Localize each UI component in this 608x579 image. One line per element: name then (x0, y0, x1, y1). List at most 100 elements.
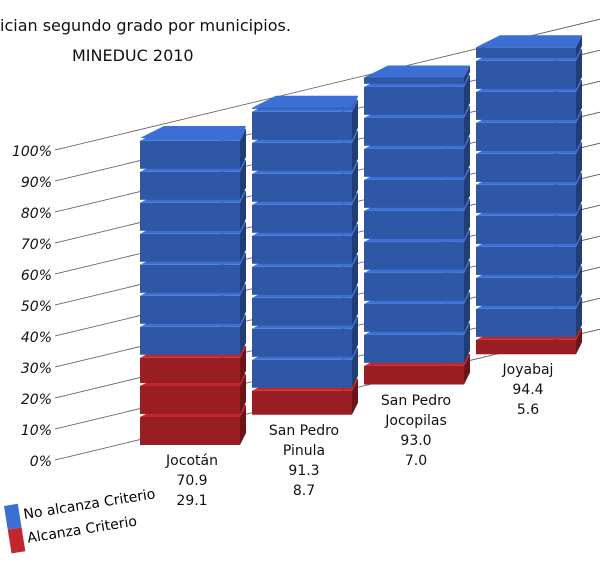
block-side (240, 405, 246, 445)
y-tick-label: 90% (21, 175, 52, 191)
block-top (252, 95, 358, 108)
block-front (252, 173, 352, 202)
bar-segment (140, 345, 246, 445)
block-side (464, 353, 470, 385)
block-side (464, 136, 470, 177)
block-front (364, 148, 464, 177)
value-label: 29.1 (176, 493, 208, 509)
block-side (576, 203, 582, 244)
block-side (464, 65, 470, 84)
block-front (140, 264, 240, 293)
block-side (352, 99, 358, 140)
y-tick-label: 0% (30, 454, 52, 470)
block-front (364, 334, 464, 363)
block-front (364, 179, 464, 208)
y-tick-label: 40% (21, 330, 52, 346)
block-front (140, 171, 240, 200)
legend-swatch (7, 527, 26, 554)
block-side (576, 35, 582, 58)
block-side (240, 283, 246, 324)
block-side (352, 316, 358, 357)
x-tick-label: San Pedro Jocopilas (380, 392, 452, 429)
y-tick-label: 60% (21, 268, 52, 284)
block-side (352, 223, 358, 264)
block-side (352, 378, 358, 415)
chart-title: ician segundo grado por municipios. (0, 16, 291, 35)
block-front (476, 215, 576, 244)
bar-segment (140, 125, 246, 355)
category-labels: San Pedro Jocopilas 93.0 7.0 (368, 391, 464, 471)
block-front (140, 386, 240, 414)
block-front (140, 357, 240, 383)
block-side (352, 254, 358, 295)
y-tick-label: 80% (21, 206, 52, 222)
block-front (364, 303, 464, 332)
block-side (352, 95, 358, 109)
block-front (364, 77, 464, 84)
bar-segment (476, 35, 582, 337)
block-side (576, 141, 582, 182)
value-label: 91.3 (288, 462, 320, 479)
block-front (476, 47, 576, 58)
block-side (240, 221, 246, 262)
block-front (364, 272, 464, 301)
block-side (576, 172, 582, 213)
block-front (476, 246, 576, 275)
block-front (364, 86, 464, 115)
block-front (252, 204, 352, 233)
block-side (576, 48, 582, 89)
y-tick-label: 100% (12, 144, 52, 160)
value-label: 94.4 (512, 382, 544, 399)
block-side (352, 130, 358, 171)
block-front (476, 184, 576, 213)
block-front (476, 339, 576, 355)
legend-swatch (4, 503, 22, 530)
block-side (240, 128, 246, 169)
bar-segment (252, 95, 358, 388)
block-side (576, 79, 582, 120)
block-side (240, 159, 246, 200)
block-side (464, 105, 470, 146)
category-labels: San Pedro Pinula 91.3 8.7 (256, 421, 352, 501)
block-front (476, 308, 576, 337)
block-front (140, 233, 240, 262)
block-front (140, 295, 240, 324)
block-side (352, 192, 358, 233)
block-front (252, 390, 352, 415)
category-labels: Joyabaj 94.4 5.6 (480, 360, 576, 420)
y-tick-label: 30% (21, 361, 52, 377)
block-front (476, 60, 576, 89)
block-side (464, 198, 470, 239)
block-side (352, 347, 358, 388)
block-front (364, 117, 464, 146)
block-front (140, 202, 240, 231)
value-label: 7.0 (404, 452, 428, 469)
value-label: 70.9 (176, 473, 208, 489)
value-label: 8.7 (292, 482, 316, 499)
value-label: 93.0 (400, 432, 432, 449)
block-side (464, 229, 470, 270)
block-side (576, 265, 582, 306)
block-front (252, 107, 352, 109)
block-top (364, 65, 470, 78)
block-side (240, 374, 246, 414)
chart-subtitle: MINEDUC 2010 (72, 46, 194, 65)
block-front (252, 235, 352, 264)
block-front (252, 111, 352, 140)
block-side (240, 345, 246, 383)
x-tick-label: Jocotán (166, 453, 218, 469)
y-tick-label: 70% (21, 237, 52, 253)
block-front (476, 122, 576, 151)
block-top (476, 35, 582, 48)
block-side (576, 327, 582, 355)
block-side (576, 296, 582, 337)
y-tick-label: 50% (21, 299, 52, 315)
y-tick-label: 20% (21, 392, 52, 408)
y-tick-label: 10% (21, 423, 52, 439)
block-top (140, 126, 246, 138)
block-side (240, 252, 246, 293)
block-front (252, 142, 352, 171)
value-label: 5.6 (516, 402, 540, 419)
